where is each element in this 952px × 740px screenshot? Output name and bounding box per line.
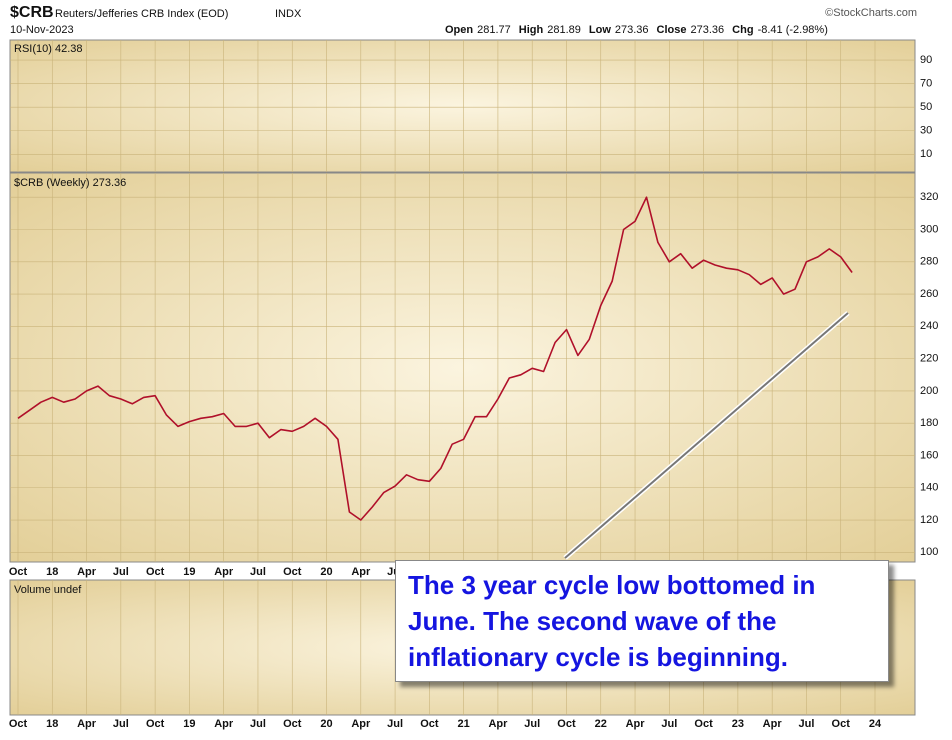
y-tick-label: 320 <box>920 191 938 203</box>
annotation: The 3 year cycle low bottomed in June. T… <box>395 560 889 682</box>
x-tick-label: 22 <box>595 718 607 730</box>
y-tick-label: 280 <box>920 256 938 268</box>
y-tick-label: 180 <box>920 417 938 429</box>
rsi-panel <box>9 39 916 173</box>
x-tick-label: 21 <box>458 718 470 730</box>
price-panel <box>9 172 916 563</box>
symbol: $CRB <box>10 4 54 21</box>
y-tick-label: 240 <box>920 320 938 332</box>
x-tick-label: Apr <box>77 718 97 730</box>
x-tick-label: Oct <box>146 718 165 730</box>
x-tick-label: 19 <box>183 718 195 730</box>
x-tick-label: Jul <box>798 718 814 730</box>
x-tick-label: 23 <box>732 718 744 730</box>
rsi-label: RSI(10) 42.38 <box>14 43 82 55</box>
x-tick-label: Jul <box>250 718 266 730</box>
x-tick-label: Jul <box>524 718 540 730</box>
quote-label: Low <box>589 24 611 36</box>
y-tick-label: 100 <box>920 546 938 558</box>
x-tick-label: Oct <box>832 718 851 730</box>
x-tick-label: 18 <box>46 718 58 730</box>
x-tick-label: Apr <box>763 718 783 730</box>
y-tick-label: 90 <box>920 54 932 66</box>
y-tick-label: 50 <box>920 101 932 113</box>
x-tick-label: Jul <box>250 566 266 578</box>
legend: $CRB (Weekly) 273.36 <box>14 177 126 189</box>
quote-value: 273.36 <box>691 24 725 36</box>
x-tick-label: Oct <box>283 718 302 730</box>
x-tick-label: Oct <box>694 718 713 730</box>
x-tick-label: Jul <box>113 718 129 730</box>
x-tick-label: Oct <box>557 718 576 730</box>
price-line <box>17 196 853 521</box>
quote-label: High <box>519 24 544 36</box>
x-tick-label: Apr <box>214 718 234 730</box>
y-tick-label: 220 <box>920 353 938 365</box>
x-tick-label: 20 <box>320 566 332 578</box>
x-tick-label: Apr <box>77 566 97 578</box>
x-tick-label: Apr <box>214 566 234 578</box>
x-tick-label: Apr <box>351 718 371 730</box>
x-tick-label: 18 <box>46 566 58 578</box>
quote-label: Chg <box>732 24 753 36</box>
quote-value: -8.41 (-2.98%) <box>758 24 828 36</box>
x-tick-label: 19 <box>183 566 195 578</box>
quote-label: Open <box>445 24 473 36</box>
y-tick-label: 160 <box>920 449 938 461</box>
pointer <box>564 312 849 559</box>
x-tick-label: Oct <box>9 718 28 730</box>
y-tick-label: 10 <box>920 148 932 160</box>
quote-value: 281.89 <box>547 24 581 36</box>
y-tick-label: 200 <box>920 385 938 397</box>
source: ©StockCharts.com <box>825 7 917 19</box>
x-tick-label: Apr <box>488 718 508 730</box>
y-tick-label: 140 <box>920 482 938 494</box>
x-tick-label: Apr <box>351 566 371 578</box>
x-tick-label: Oct <box>9 566 28 578</box>
y-tick-label: 70 <box>920 78 932 90</box>
x-tick-label: Oct <box>420 718 439 730</box>
x-tick-label: Jul <box>387 718 403 730</box>
x-tick-label: Jul <box>661 718 677 730</box>
quote-value: 281.77 <box>477 24 511 36</box>
quote-label: Close <box>657 24 687 36</box>
y-tick-label: 260 <box>920 288 938 300</box>
x-tick-label: Oct <box>283 566 302 578</box>
x-tick-label: 24 <box>869 718 882 730</box>
y-tick-label: 30 <box>920 125 932 137</box>
volume-label: Volume undef <box>14 584 82 596</box>
exchange: INDX <box>275 8 302 20</box>
x-tick-label: Oct <box>146 566 165 578</box>
date: 10-Nov-2023 <box>10 24 74 36</box>
x-tick-label: 20 <box>320 718 332 730</box>
quote-value: 273.36 <box>615 24 649 36</box>
y-tick-label: 300 <box>920 223 938 235</box>
y-tick-label: 120 <box>920 514 938 526</box>
index-name: Reuters/Jefferies CRB Index (EOD) <box>55 8 228 20</box>
x-tick-label: Apr <box>626 718 646 730</box>
x-tick-label: Jul <box>113 566 129 578</box>
